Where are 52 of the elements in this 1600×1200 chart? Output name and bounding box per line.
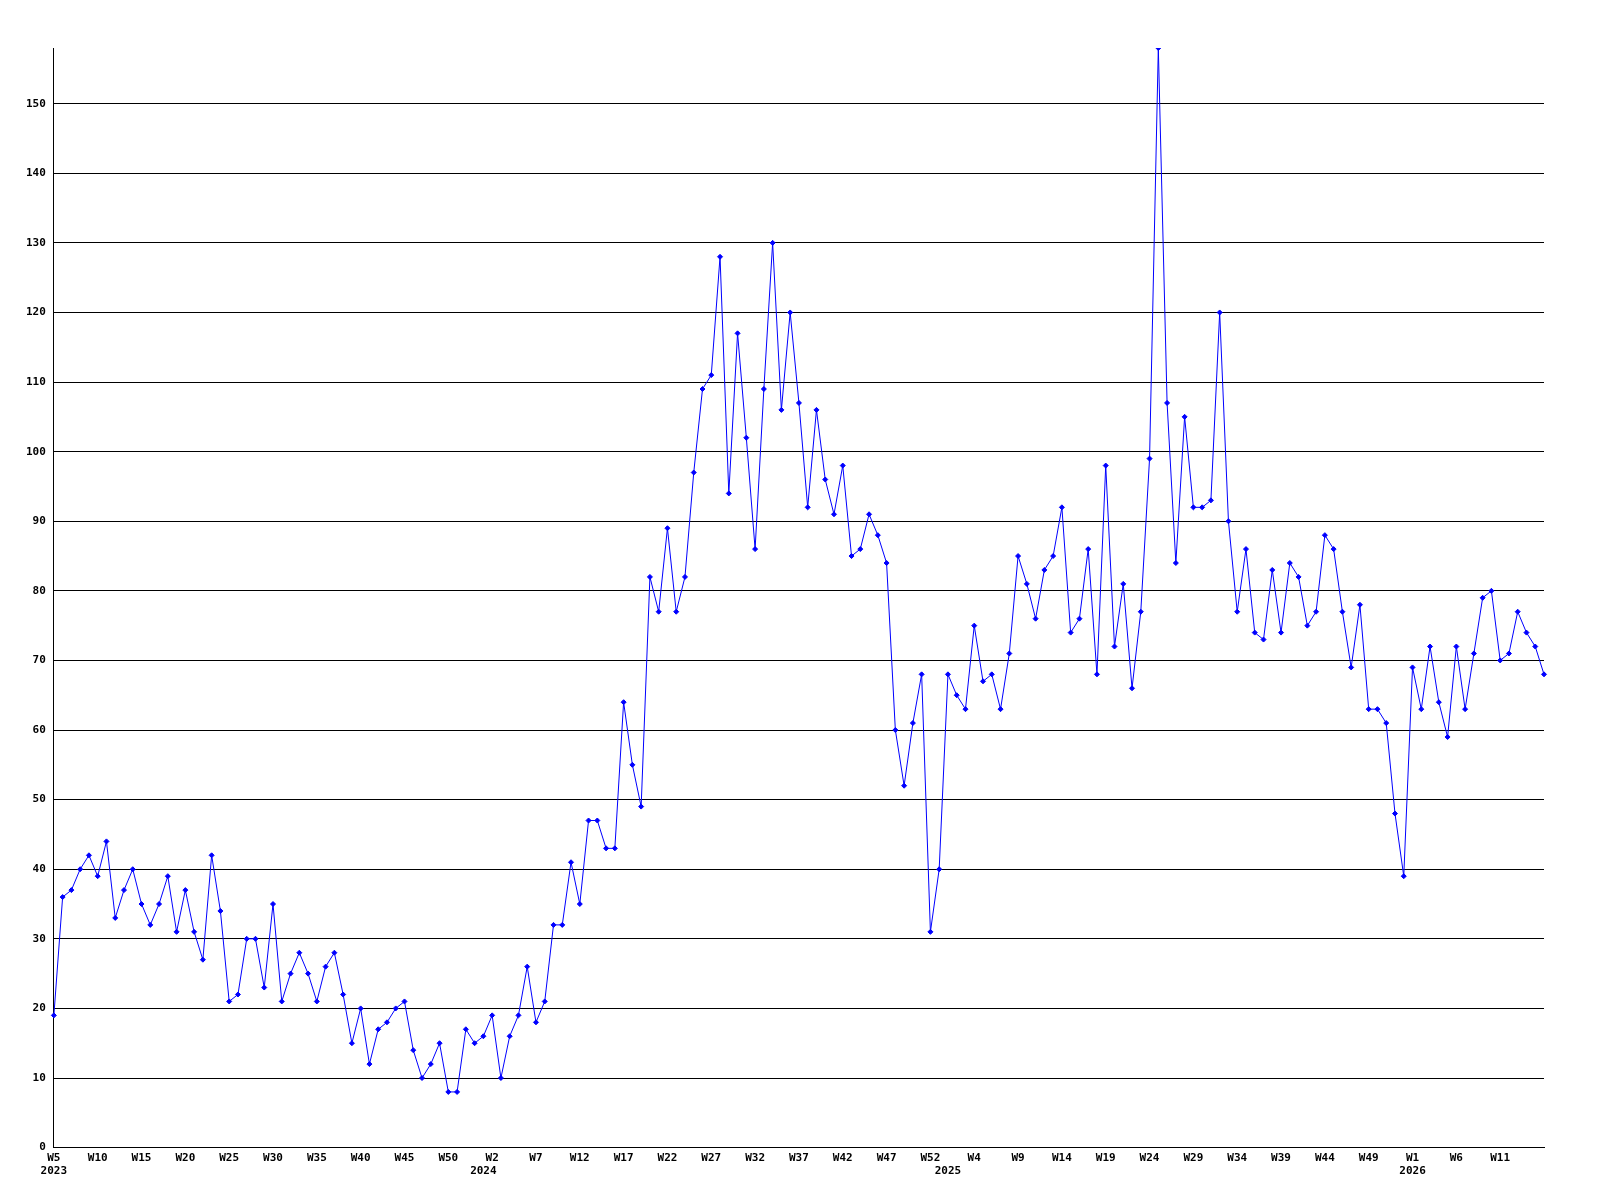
y-tick-label: 120 <box>25 305 46 319</box>
x-tick-label: W5 2023 <box>40 1151 68 1178</box>
x-tick-label: W30 <box>263 1151 283 1165</box>
y-tick-label: 60 <box>32 722 46 736</box>
x-tick-label: W45 <box>394 1151 415 1165</box>
x-tick-label: 2024 <box>470 1164 497 1178</box>
y-tick-label: 110 <box>25 374 46 388</box>
y-tick-label: 50 <box>32 792 46 806</box>
x-tick-label: W29 <box>1183 1151 1204 1165</box>
x-tick-label: W49 <box>1358 1151 1379 1165</box>
x-tick-label: W39 <box>1271 1151 1291 1165</box>
x-tick-label: W17 <box>613 1151 634 1165</box>
y-tick-label: 100 <box>25 444 46 458</box>
x-tick-label: W35 <box>306 1151 327 1165</box>
y-tick-label: 30 <box>32 931 46 945</box>
x-tick-label: W15 <box>131 1151 152 1165</box>
y-tick-label: 90 <box>32 514 46 528</box>
x-tick-label: W47 <box>876 1151 897 1165</box>
x-tick-label: W50 <box>438 1151 459 1165</box>
x-tick-label: W27 <box>701 1151 722 1165</box>
x-tick-label: W44 <box>1314 1151 1336 1165</box>
x-tick-label: W2 <box>485 1151 499 1165</box>
x-tick-label: W1 2026 <box>1399 1151 1427 1178</box>
y-tick-label: 40 <box>32 862 46 876</box>
x-tick-label: W52 <box>920 1151 941 1165</box>
x-tick-label: W22 <box>657 1151 678 1165</box>
x-tick-label: W24 <box>1139 1151 1160 1165</box>
x-tick-label: W32 <box>745 1151 766 1165</box>
x-tick-label: 2025 <box>934 1164 962 1178</box>
x-tick-label: W14 <box>1051 1151 1073 1165</box>
x-tick-label: W40 <box>350 1151 371 1165</box>
x-tick-label: W12 <box>569 1151 590 1165</box>
x-tick-label: W9 <box>1011 1151 1025 1165</box>
x-tick-label: W11 <box>1490 1151 1511 1165</box>
y-tick-label: 140 <box>25 166 46 180</box>
y-tick-label: 10 <box>32 1070 46 1084</box>
x-tick-label: W20 <box>175 1151 196 1165</box>
y-tick-label: 20 <box>32 1001 46 1015</box>
y-tick-label: 130 <box>25 235 46 249</box>
y-tick-label: 80 <box>32 583 46 597</box>
x-tick-label: W4 <box>967 1151 982 1165</box>
y-tick-label: 0 <box>39 1140 46 1154</box>
x-tick-label: W25 <box>219 1151 240 1165</box>
x-tick-label: W42 <box>832 1151 853 1165</box>
x-tick-label: W37 <box>789 1151 809 1165</box>
x-tick-label: W6 <box>1449 1151 1464 1165</box>
y-tick-label: 70 <box>32 653 46 667</box>
x-tick-label: W19 <box>1095 1151 1116 1165</box>
x-tick-label: W34 <box>1227 1151 1248 1165</box>
y-tick-label: 150 <box>25 96 46 110</box>
x-tick-label: W7 <box>529 1151 543 1165</box>
x-tick-label: W10 <box>87 1151 108 1165</box>
